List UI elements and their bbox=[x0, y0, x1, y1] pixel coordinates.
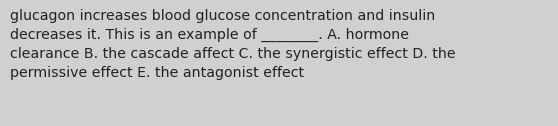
Text: glucagon increases blood glucose concentration and insulin
decreases it. This is: glucagon increases blood glucose concent… bbox=[10, 9, 456, 80]
